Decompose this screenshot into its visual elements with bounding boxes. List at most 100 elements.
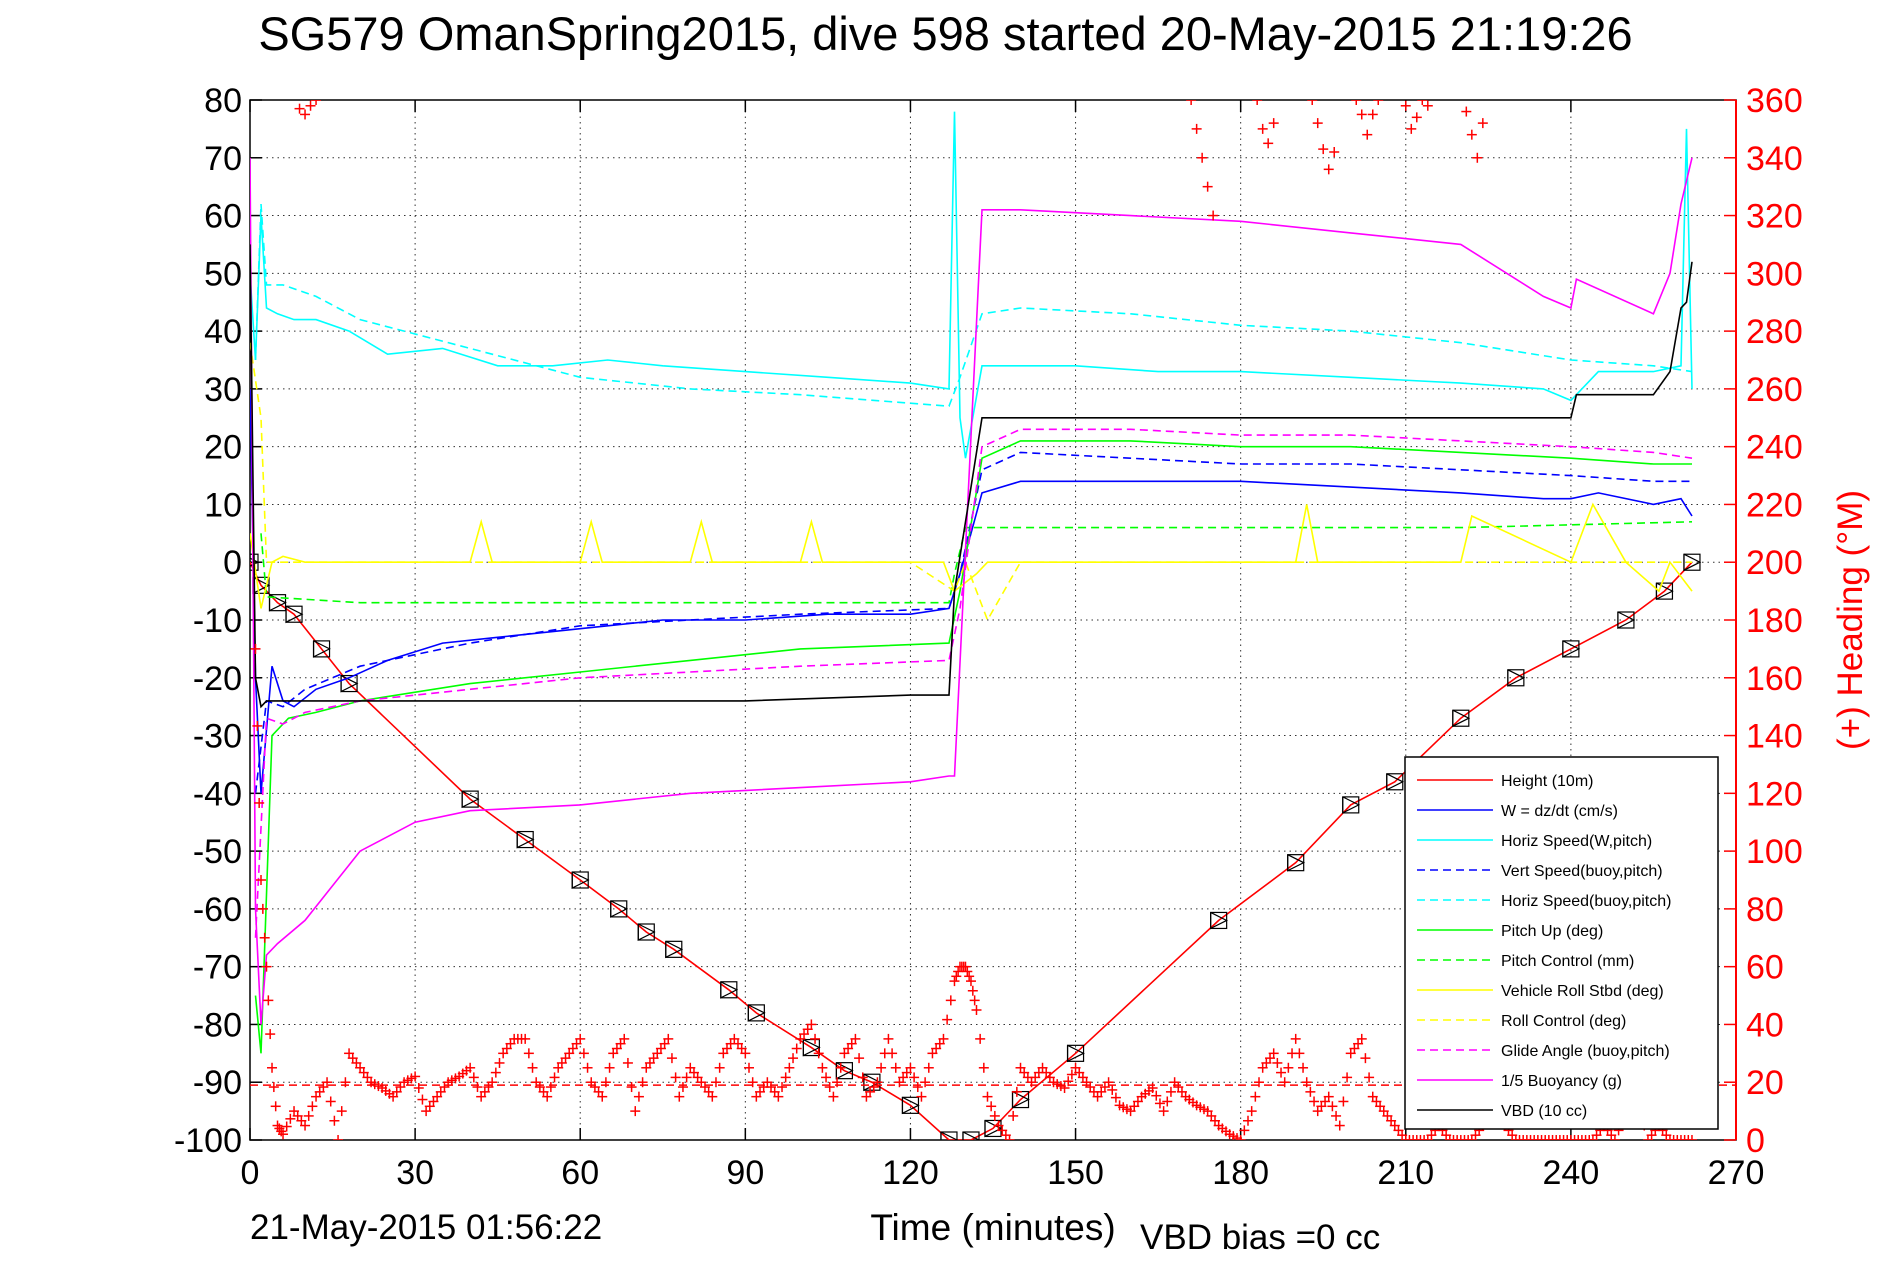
legend-label: Horiz Speed(buoy,pitch) xyxy=(1501,893,1671,910)
heading-point xyxy=(1573,1135,1584,1140)
heading-point xyxy=(1558,1135,1569,1140)
legend-entry-buoy: 1/5 Buoyancy (g) xyxy=(1417,1073,1622,1090)
heading-point xyxy=(311,100,322,105)
heading-point xyxy=(964,971,975,982)
legend-entry-roll_ctrl: Roll Control (deg) xyxy=(1417,1013,1626,1030)
x-tick-label: 120 xyxy=(882,1154,939,1192)
y-tick-label: -100 xyxy=(174,1122,242,1160)
height-marker xyxy=(1342,796,1361,814)
heading-point xyxy=(923,1062,934,1073)
legend: Height (10m) W = dz/dt (cm/s) Horiz Speed(… xyxy=(1404,756,1719,1130)
heading-point xyxy=(1415,1135,1426,1140)
heading-point xyxy=(960,961,971,972)
height-marker xyxy=(747,1004,766,1022)
legend-label: Vehicle Roll Stbd (deg) xyxy=(1501,983,1664,1000)
heading-point xyxy=(1294,1048,1305,1059)
height-marker xyxy=(1386,773,1405,791)
heading-point xyxy=(1463,1135,1474,1140)
heading-point xyxy=(1362,129,1373,140)
height-marker xyxy=(312,640,331,658)
heading-point xyxy=(1246,1106,1257,1117)
legend-entry-vert_buoy: Vert Speed(buoy,pitch) xyxy=(1417,863,1663,880)
heading-point xyxy=(1008,1110,1019,1121)
heading-point xyxy=(413,1083,424,1093)
heading-point xyxy=(835,1062,846,1073)
heading-point xyxy=(1576,1135,1587,1140)
heading-point xyxy=(1268,1048,1279,1059)
heading-point xyxy=(1419,1135,1430,1140)
heading-point xyxy=(333,1135,344,1140)
height-marker xyxy=(1507,669,1526,687)
heading-point xyxy=(1466,1135,1477,1140)
heading-point xyxy=(1404,1135,1415,1140)
heading-point xyxy=(969,995,980,1006)
heading-point xyxy=(1510,1135,1521,1140)
heading-point xyxy=(1318,144,1329,155)
heading-point xyxy=(1301,1077,1312,1088)
heading-point xyxy=(1103,1077,1114,1088)
heading-point xyxy=(828,1091,839,1102)
heading-point xyxy=(850,1033,861,1044)
heading-point xyxy=(1323,1091,1334,1102)
heading-point xyxy=(1276,1067,1287,1078)
y-tick-label: 70 xyxy=(204,140,242,178)
heading-point xyxy=(1158,1106,1169,1117)
legend-label: Pitch Control (mm) xyxy=(1501,953,1634,970)
heading-point xyxy=(1461,106,1472,117)
heading-point xyxy=(1307,100,1318,105)
height-marker xyxy=(571,871,590,889)
heading-point xyxy=(1364,1072,1375,1083)
heading-point xyxy=(1197,152,1208,163)
series-horiz_w xyxy=(250,111,1693,459)
y-tick-label: 10 xyxy=(204,486,242,524)
heading-point xyxy=(1162,1096,1173,1107)
axis-ticks: 0 30 60 90 120 150 180 210 240 270 80 70 60 50 40 30 20 1… xyxy=(174,82,1803,1192)
legend-label: Height (10m) xyxy=(1501,773,1593,790)
heading-point xyxy=(1351,100,1362,105)
heading-point xyxy=(1360,1053,1371,1064)
y2-tick-label: 180 xyxy=(1746,602,1803,640)
x-axis-label: Time (minutes) xyxy=(870,1207,1115,1248)
heading-point xyxy=(1263,138,1274,149)
heading-point xyxy=(1312,118,1323,129)
heading-point xyxy=(1329,147,1340,157)
y-tick-label: -40 xyxy=(193,775,242,813)
heading-point xyxy=(1686,1135,1697,1140)
heading-point xyxy=(256,875,267,885)
y2-tick-label: 120 xyxy=(1746,775,1803,813)
heading-point xyxy=(806,1019,817,1030)
heading-point xyxy=(600,1077,611,1088)
heading-point xyxy=(1466,129,1477,140)
height-marker xyxy=(516,830,535,849)
height-marker xyxy=(461,790,480,809)
legend-entry-height: Height (10m) xyxy=(1417,773,1593,790)
heading-point xyxy=(971,1005,982,1015)
heading-point xyxy=(780,1072,791,1083)
height-marker xyxy=(720,981,739,999)
heading-point xyxy=(1408,1135,1419,1140)
y2-tick-label: 60 xyxy=(1746,949,1784,987)
legend-entry-roll: Vehicle Roll Stbd (deg) xyxy=(1417,983,1664,1000)
heading-point xyxy=(305,100,316,111)
series-vbd xyxy=(250,244,1693,709)
heading-point xyxy=(523,1048,534,1059)
heading-point xyxy=(410,1071,421,1082)
heading-point xyxy=(817,1062,828,1073)
heading-point xyxy=(322,1077,333,1088)
heading-point xyxy=(578,1048,589,1059)
heading-point xyxy=(1406,123,1417,134)
x-tick-label: 180 xyxy=(1212,1154,1269,1192)
heading-point xyxy=(1675,1135,1686,1140)
heading-point xyxy=(1455,1135,1466,1140)
heading-point xyxy=(285,1113,296,1124)
heading-point xyxy=(1151,1090,1162,1101)
heading-point xyxy=(633,1091,644,1102)
heading-point xyxy=(490,1067,501,1078)
heading-point xyxy=(982,1091,993,1102)
heading-point xyxy=(281,1121,292,1132)
x-tick-label: 240 xyxy=(1543,1154,1600,1192)
heading-point xyxy=(626,1082,637,1093)
y2-tick-label: 340 xyxy=(1746,140,1803,178)
heading-point xyxy=(1562,1135,1573,1140)
